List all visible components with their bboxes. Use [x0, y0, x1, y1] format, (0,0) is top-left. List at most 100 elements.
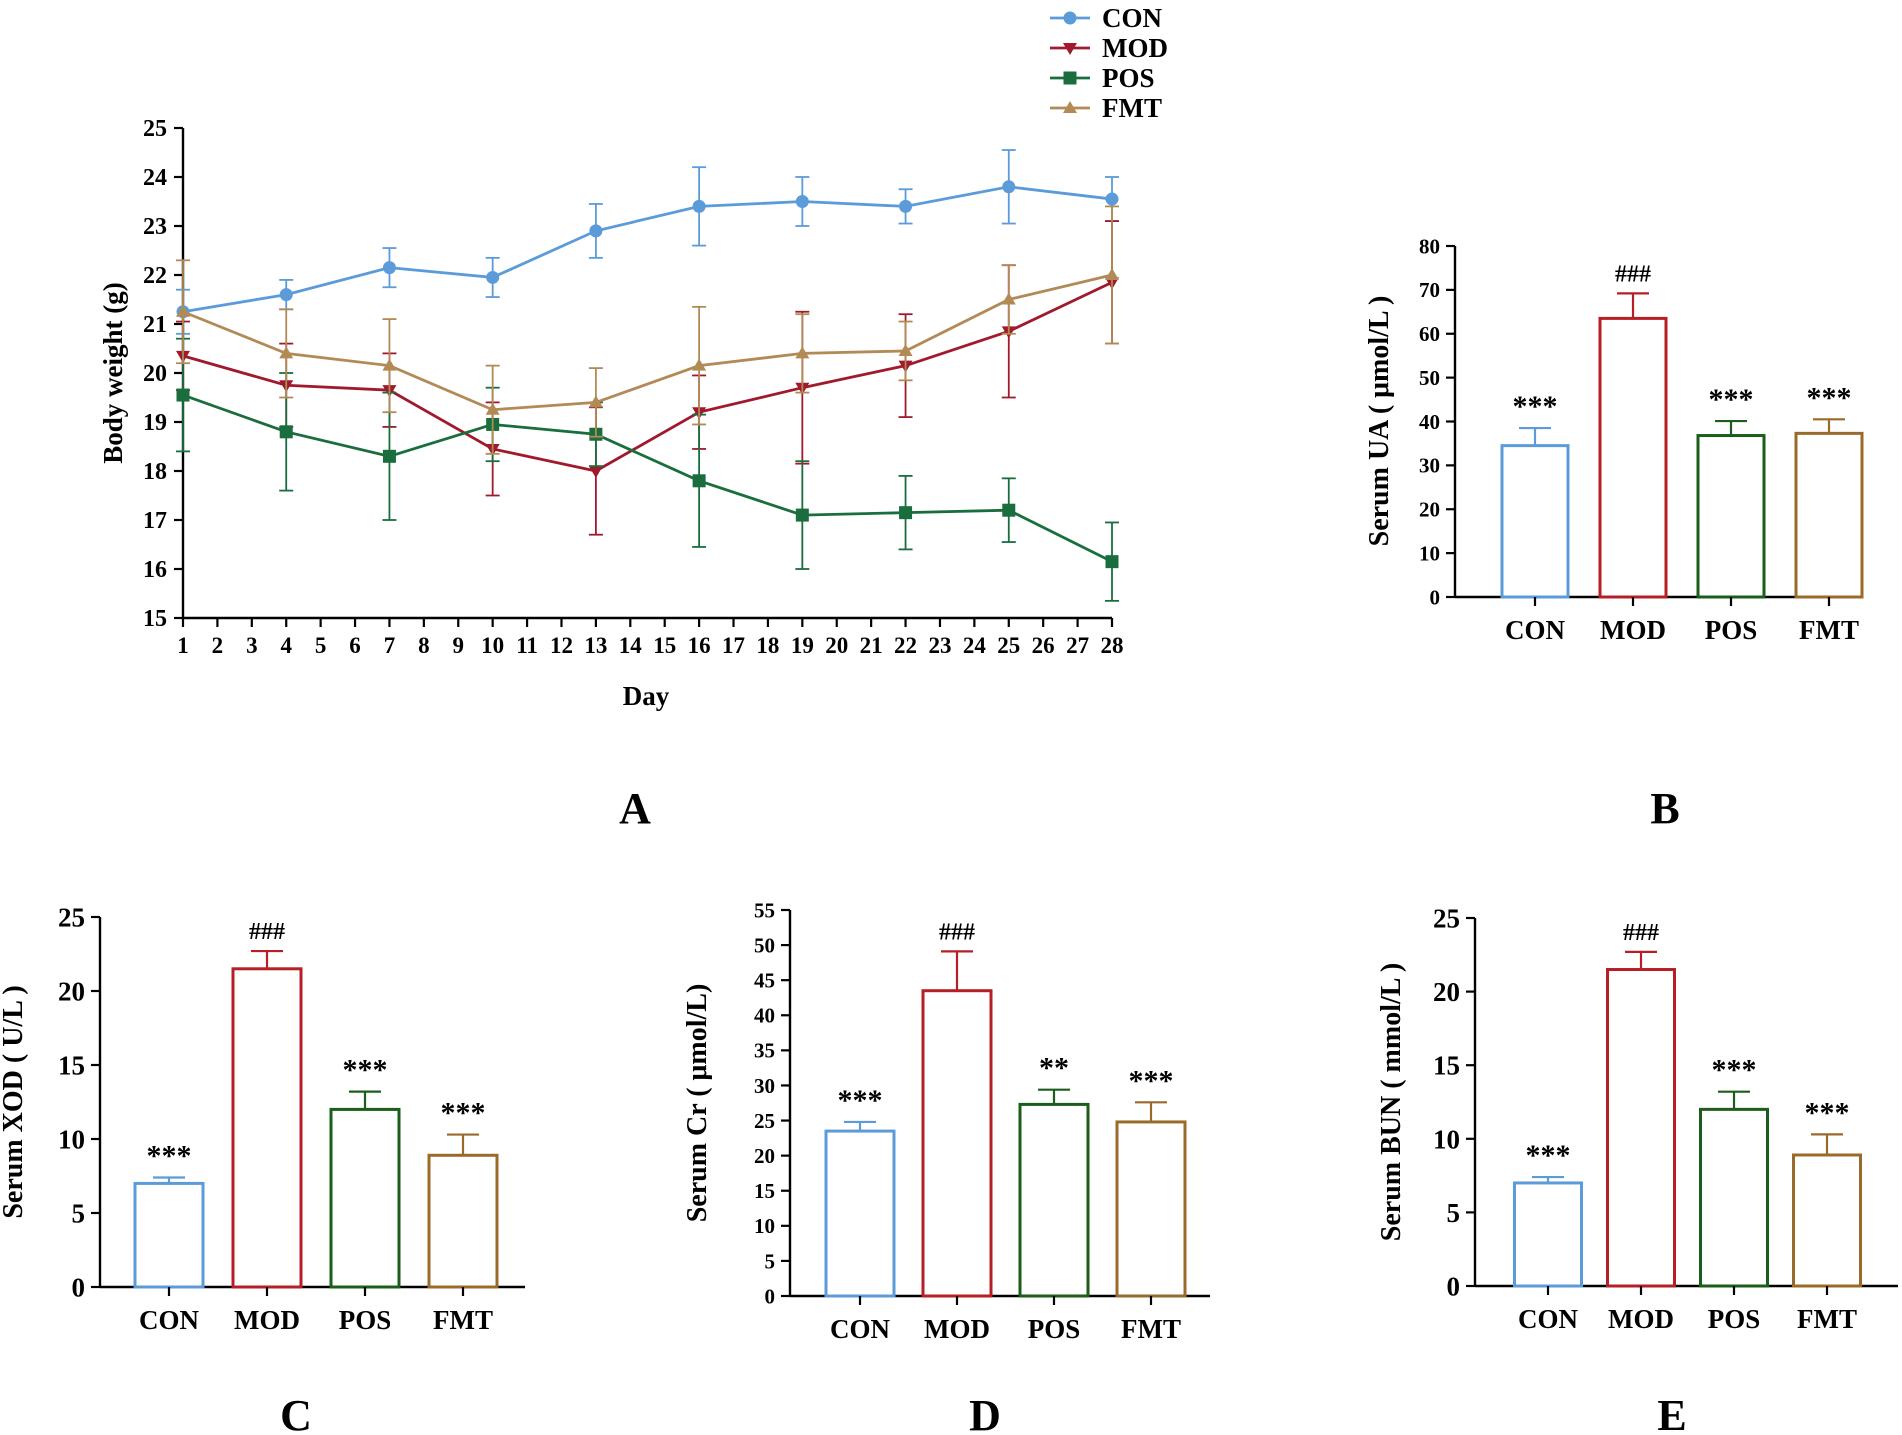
data-point	[589, 224, 603, 238]
data-point	[795, 346, 810, 359]
x-tick-label: POS	[1708, 1304, 1761, 1334]
y-tick-label: 20	[754, 1144, 775, 1168]
y-tick-label: 0	[765, 1284, 776, 1308]
data-point	[795, 195, 809, 208]
series-mod	[176, 220, 1119, 536]
series-con	[176, 149, 1119, 335]
y-tick-label: 25	[1433, 903, 1460, 933]
y-tick-label: 10	[58, 1124, 85, 1154]
x-tick-label: FMT	[1797, 1304, 1857, 1334]
bar-chart-e: 0 5 10 15 20 25 *** CON ### MOD *** POS *** FMT Serum …	[1376, 903, 1898, 1334]
bar-con	[1513, 1181, 1583, 1288]
x-tick-label: 5	[315, 633, 327, 658]
x-tick-label: 6	[349, 633, 361, 658]
bar-pos	[1018, 1102, 1090, 1298]
significance-label: ###	[939, 919, 975, 945]
legend-label: MOD	[1102, 33, 1168, 63]
y-tick-label: 5	[765, 1249, 776, 1273]
y-tick-label: 0	[1430, 585, 1441, 609]
y-tick-label: 10	[1419, 541, 1440, 565]
x-tick-label: 17	[722, 633, 745, 658]
bar-con	[824, 1129, 896, 1298]
x-tick-label: 3	[246, 633, 258, 658]
x-tick-label: 22	[894, 633, 917, 658]
y-tick-label: 15	[58, 1050, 85, 1080]
y-tick-label: 15	[143, 606, 167, 632]
x-tick-label: 14	[619, 633, 643, 658]
y-tick-label: 50	[1419, 366, 1440, 390]
x-axis-title: Day	[623, 681, 670, 711]
y-axis-title: Serum UA ( μmol/L )	[1364, 296, 1395, 547]
series-line	[182, 281, 1113, 473]
data-point	[382, 261, 396, 275]
x-tick-label: 26	[1032, 633, 1055, 658]
x-tick-label: 15	[653, 633, 676, 658]
x-tick-label: 12	[550, 633, 573, 658]
y-tick-label: 24	[143, 165, 167, 191]
y-tick-label: 80	[1419, 234, 1440, 258]
x-tick-label: 28	[1101, 633, 1124, 658]
bar-mod	[921, 989, 993, 1298]
data-point	[692, 358, 707, 371]
y-tick-label: 20	[1419, 498, 1440, 522]
x-tick-label: FMT	[433, 1305, 493, 1335]
data-point	[692, 474, 706, 488]
y-tick-label: 23	[143, 214, 167, 240]
y-tick-label: 25	[143, 116, 167, 142]
significance-label: ***	[1807, 381, 1852, 414]
series-fmt	[176, 205, 1119, 455]
y-tick-label: 30	[1419, 454, 1440, 478]
data-point	[1002, 503, 1016, 517]
y-tick-label: 40	[754, 1004, 775, 1028]
panel-label-b: B	[1650, 784, 1679, 833]
y-tick-label: 15	[754, 1179, 775, 1203]
y-tick-label: 35	[754, 1039, 775, 1063]
significance-label: ###	[249, 919, 285, 945]
x-tick-label: POS	[1028, 1314, 1081, 1344]
series-line	[182, 185, 1113, 314]
data-point	[1001, 292, 1016, 305]
y-tick-label: 20	[58, 976, 85, 1006]
data-point	[898, 343, 913, 356]
bar-chart-c: 0 5 10 15 20 25 *** CON ### MOD *** POS *** FMT Serum …	[0, 902, 525, 1335]
data-point	[1105, 268, 1119, 280]
x-tick-label: MOD	[234, 1305, 300, 1335]
x-tick-label: 19	[791, 633, 814, 658]
significance-label: ***	[343, 1054, 388, 1087]
y-tick-label: 30	[754, 1074, 775, 1098]
x-tick-label: FMT	[1121, 1314, 1181, 1344]
y-tick-label: 16	[143, 557, 167, 583]
data-point	[795, 508, 809, 522]
bar-fmt	[1792, 1153, 1862, 1288]
data-point	[1105, 555, 1119, 569]
y-tick-label: 5	[1447, 1198, 1461, 1228]
bar-chart-d: 0 5 10 15 20 25 30 35 40 45 50 55 *** CON ### MOD ** POS *…	[682, 898, 1210, 1344]
y-tick-label: 0	[1447, 1271, 1461, 1301]
y-tick-label: 18	[143, 459, 167, 485]
x-tick-label: 18	[756, 633, 779, 658]
x-tick-label: 7	[384, 633, 396, 658]
y-tick-label: 0	[72, 1272, 86, 1302]
data-point	[176, 304, 190, 317]
series-pos	[176, 337, 1119, 602]
legend-label: POS	[1102, 63, 1155, 93]
y-tick-label: 10	[754, 1214, 775, 1238]
legend-label: CON	[1102, 3, 1163, 33]
significance-label: ***	[1709, 383, 1754, 416]
panel-label-c: C	[280, 1391, 312, 1435]
panel-label-d: D	[969, 1391, 1001, 1435]
y-axis-title: Body weight (g)	[98, 282, 128, 464]
y-tick-label: 10	[1433, 1124, 1460, 1154]
x-tick-label: MOD	[1600, 615, 1666, 645]
bar-fmt	[1115, 1120, 1187, 1298]
x-tick-label: CON	[1518, 1304, 1579, 1334]
x-tick-label: 8	[418, 633, 430, 658]
x-tick-label: CON	[830, 1314, 891, 1344]
x-tick-label: 16	[688, 633, 711, 658]
x-tick-label: 27	[1066, 633, 1089, 658]
legend-label: FMT	[1102, 93, 1162, 123]
x-tick-label: MOD	[924, 1314, 990, 1344]
data-point	[1063, 43, 1077, 55]
y-axis-title: Serum BUN ( mmol/L )	[1376, 963, 1407, 1241]
